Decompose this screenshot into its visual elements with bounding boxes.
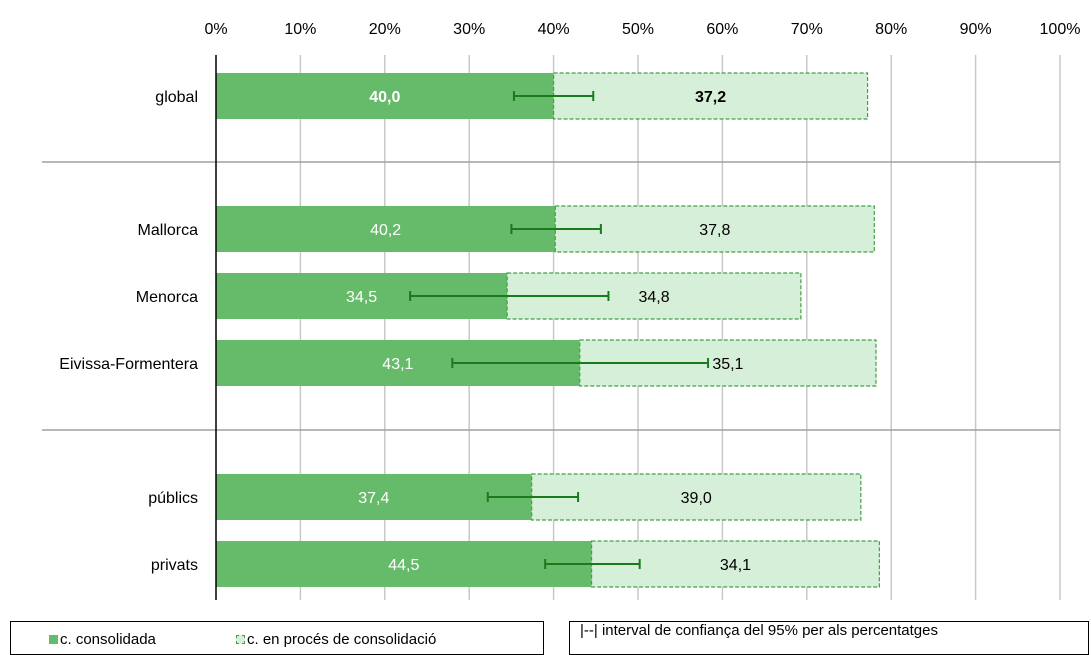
bars xyxy=(216,72,880,588)
x-tick-label: 70% xyxy=(791,21,823,38)
x-tick-label: 20% xyxy=(369,21,401,38)
gridlines xyxy=(299,55,1061,600)
category-label: Mallorca xyxy=(138,222,199,239)
data-label-consolidada: 40,2 xyxy=(370,222,401,239)
data-label-consolidada: 34,5 xyxy=(346,289,377,306)
bar-consolidada xyxy=(216,474,532,520)
x-tick-label: 100% xyxy=(1040,21,1081,38)
data-label-consolidada: 43,1 xyxy=(382,356,413,373)
data-label-proces: 37,8 xyxy=(699,222,730,239)
data-label-proces: 34,8 xyxy=(638,289,669,306)
category-label: privats xyxy=(151,557,198,574)
category-label: Eivissa-Formentera xyxy=(59,356,198,373)
bar-proces xyxy=(554,205,875,253)
data-label-consolidada: 40,0 xyxy=(369,89,400,106)
data-label-proces: 37,2 xyxy=(695,89,726,106)
data-label-proces: 39,0 xyxy=(681,490,712,507)
category-labels: global Mallorca Menorca Eivissa-Formentera p… xyxy=(59,89,198,574)
x-tick-label: 50% xyxy=(622,21,654,38)
category-label: públics xyxy=(148,490,198,507)
legend-label-proces: c. en procés de consolidació xyxy=(247,631,437,648)
bar-proces xyxy=(531,473,862,521)
data-labels: 40,0 37,2 40,2 37,8 34,5 34,8 43,1 35,1 37,4 39,0… xyxy=(346,89,751,574)
legend-swatch-solid-icon xyxy=(49,635,58,644)
legend-label-interval: |--| interval de confiança del 95% per a… xyxy=(580,622,938,639)
x-tick-label: 60% xyxy=(706,21,738,38)
x-tick-labels: 0% 10% 20% 30% 40% 50% 60% 70% 80% 90% 100% xyxy=(204,21,1080,38)
legend-label-consolidada: c. consolidada xyxy=(60,631,156,648)
legend-item-consolidada: c. consolidada xyxy=(49,631,156,648)
data-label-proces: 34,1 xyxy=(720,557,751,574)
category-label: Menorca xyxy=(136,289,198,306)
x-tick-label: 0% xyxy=(204,21,227,38)
category-label: global xyxy=(155,89,198,106)
x-tick-label: 40% xyxy=(538,21,570,38)
legend-swatch-dashed-icon xyxy=(236,635,245,644)
bar-chart: 0% 10% 20% 30% 40% 50% 60% 70% 80% 90% 100% 40,0 37… xyxy=(42,21,1080,600)
bar-consolidada xyxy=(216,73,554,119)
x-tick-label: 10% xyxy=(284,21,316,38)
x-tick-label: 90% xyxy=(960,21,992,38)
error-bars xyxy=(409,91,710,569)
data-label-consolidada: 44,5 xyxy=(388,557,419,574)
x-tick-label: 80% xyxy=(875,21,907,38)
data-label-proces: 35,1 xyxy=(712,356,743,373)
legend-error: |--| interval de confiança del 95% per a… xyxy=(569,621,1089,655)
bar-consolidada xyxy=(216,541,592,587)
legend-item-proces: c. en procés de consolidació xyxy=(236,631,436,648)
group-separators xyxy=(42,161,1060,431)
bar-consolidada xyxy=(216,206,556,252)
data-label-consolidada: 37,4 xyxy=(358,490,389,507)
x-tick-label: 30% xyxy=(453,21,485,38)
legend-series: c. consolidada c. en procés de consolida… xyxy=(10,621,544,655)
